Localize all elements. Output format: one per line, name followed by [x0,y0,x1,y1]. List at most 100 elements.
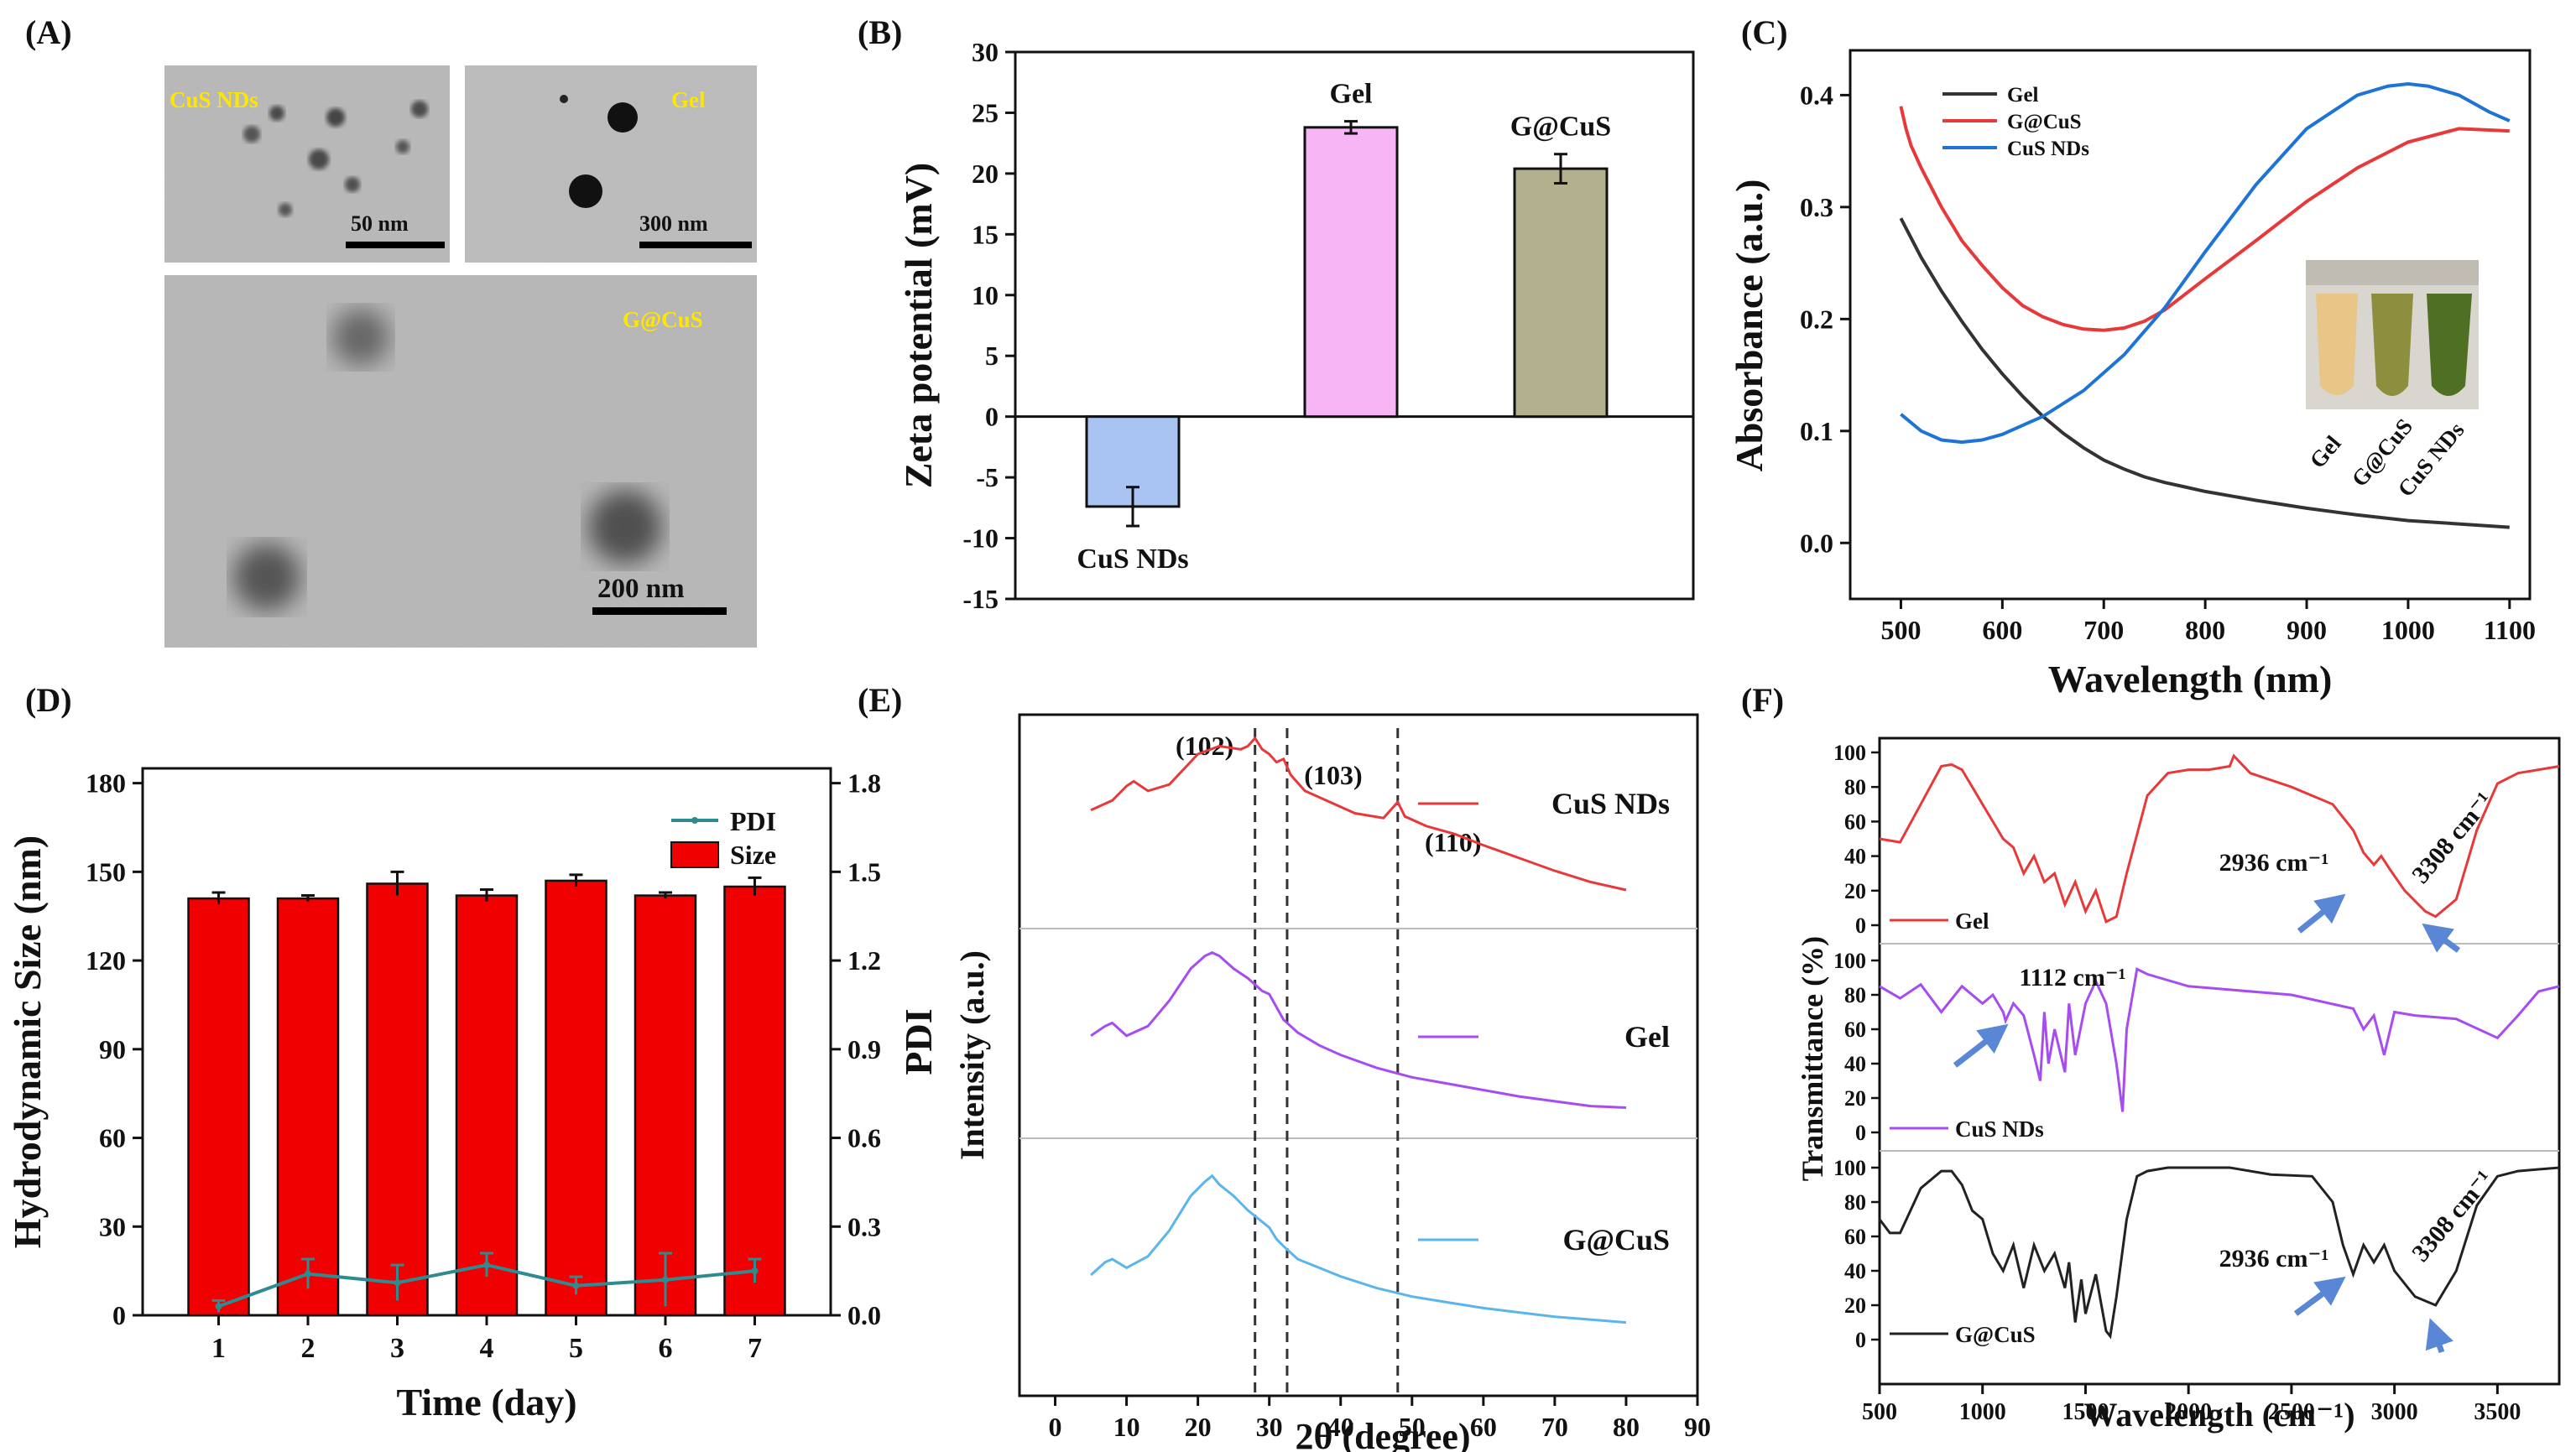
e-peak-label: (110) [1425,827,1482,857]
c-ytick-label: 0.0 [1800,528,1833,558]
f-arrow [2425,1318,2453,1354]
panel-b: (B) -15 -10 -5 0 5 10 15 20 25 30 CuS NDs Gel G@CuS… [858,13,1695,614]
b-ytick-label: 5 [985,341,999,371]
chart-f-xlabel: Wavelength (cm⁻¹) [2083,1396,2354,1434]
c-ytick-label: 0.4 [1800,80,1833,110]
f-ytick-label: 20 [1844,879,1866,903]
e-xtick-label: 70 [1541,1412,1568,1442]
d-ytick-label: 180 [86,768,126,799]
f-annotation: 1112 cm⁻¹ [2019,964,2125,991]
d-ytick-label: 120 [86,945,126,976]
f-ytick-label: 0 [1855,913,1866,938]
f-ytick-label: 0 [1855,1328,1866,1352]
f-ytick-label: 100 [1833,741,1866,765]
c-xtick-label: 600 [1982,615,2022,645]
d-xtick-label: 5 [569,1333,583,1364]
panel-b-label: (B) [858,13,902,51]
f-ytick-label: 80 [1844,983,1866,1007]
f-ytick-label: 20 [1844,1086,1866,1111]
f-ytick-label: 100 [1833,949,1866,973]
c-legend-label: CuS NDs [2007,138,2089,160]
vial-gel-icon [2316,294,2358,395]
vial-gcus-icon [2371,294,2413,396]
f-ytick-label: 100 [1833,1156,1866,1180]
panel-d-label: (D) [25,681,72,719]
c-line-cusnds [1900,81,2511,445]
tem-label-gcus: G@CuS [623,307,703,332]
d-pdi-point [215,1303,222,1310]
c-ytick-label: 0.3 [1800,192,1833,222]
d-ytick-label: 90 [99,1034,126,1064]
panel-a-label: (A) [25,13,72,51]
chart-d-pdi-line [211,1252,762,1313]
d-y2tick-label: 0.3 [847,1211,881,1241]
e-legend-label: Gel [1624,1020,1670,1054]
e-trace-2 [1090,1174,1627,1324]
d-size-bar-5 [545,879,607,1317]
f-ytick-label: 40 [1844,1052,1866,1076]
e-peak-label: (103) [1304,760,1362,790]
e-xtick-label: 60 [1470,1412,1497,1442]
chart-e-lines: CuS NDs Gel G@CuS [1090,736,1670,1324]
e-xtick-label: 90 [1684,1412,1711,1442]
f-ytick-label: 40 [1844,1259,1866,1283]
e-xtick-label: 50 [1399,1412,1426,1442]
b-ytick-label: 15 [972,219,999,249]
f-xtick-label: 1000 [1959,1399,2006,1425]
e-xtick-label: 40 [1327,1412,1354,1442]
e-xtick-label: 20 [1185,1412,1212,1442]
d-size-bar-2 [276,897,340,1317]
chart-b-bars: CuS NDs Gel G@CuS [1077,79,1611,575]
panel-f: (F) 500 1000 1500 2000 2500 3000 3500020406080… [1741,681,2561,1434]
chart-b-ylabel: Zeta potential (mV) [897,163,940,488]
b-bar-2 [1513,167,1609,419]
b-category-label: Gel [1330,79,1373,110]
chart-d-bars [187,870,786,1317]
f-xtick-label: 500 [1862,1399,1897,1425]
c-xtick-label: 900 [2287,615,2327,645]
f-ytick-label: 60 [1844,1017,1866,1042]
d-pdi-point [483,1262,490,1269]
b-ytick-label: 10 [972,280,999,310]
chart-c-legend: Gel G@CuS CuS NDs [1942,84,2089,160]
d-y2tick-label: 0.9 [847,1034,881,1064]
chart-d-legend: PDI Size [670,806,776,870]
b-ytick-label: 0 [985,402,999,432]
tem-label-gel: Gel [671,87,706,112]
c-xtick-label: 1000 [2381,615,2435,645]
chart-b-frame [1014,50,1695,601]
chart-e-ylabel: Intensity (a.u.) [953,950,991,1160]
e-legend-label: G@CuS [1562,1223,1670,1257]
chart-d-xlabel: Time (day) [396,1381,576,1423]
f-xtick-label: 1500 [2062,1399,2109,1425]
b-ytick-label: 30 [972,37,999,67]
d-y2tick-label: 1.8 [847,768,881,799]
b-category-label: CuS NDs [1077,544,1188,575]
scalebar-label-gcus: 200 nm [597,574,685,604]
d-xtick-label: 2 [301,1333,315,1364]
f-annotation: 3308 cm⁻¹ [2407,1165,2498,1267]
f-arrow [2293,1276,2346,1316]
f-ytick-label: 20 [1844,1293,1866,1318]
c-line-gel [1899,217,2510,529]
legend-pdi: PDI [730,806,776,836]
scalebar-cus [346,242,445,248]
d-pdi-point [572,1282,580,1289]
f-legend-label: Gel [1955,908,1989,934]
f-annotation: 3308 cm⁻¹ [2407,787,2498,888]
d-xtick-label: 4 [480,1333,494,1364]
vial-photo-inset [2306,260,2479,409]
f-arrow [2297,893,2346,934]
d-pdi-point [394,1279,401,1287]
chart-f-lines: Gel CuS NDs G@CuS 2936 cm⁻¹ 3308 cm⁻¹ 1112 cm… [1878,753,2560,1354]
c-ytick-label: 0.2 [1800,304,1833,334]
panel-e: (E) 0 10 20 30 40 50 60 70 80 90(102)(103)(110) C… [858,681,1711,1452]
chart-d-axes: 0 30 60 90 120 150 180 0.0 0.3 0.6 0.9 1.2 1.5 1.8 1 2 3… [86,768,881,1364]
c-line-gcus [1899,106,2510,332]
scalebar-gcus [592,607,727,615]
b-ytick-label: -5 [976,462,999,492]
d-ytick-label: 60 [99,1123,126,1153]
d-xtick-label: 7 [748,1333,762,1364]
c-xtick-label: 800 [2185,615,2225,645]
